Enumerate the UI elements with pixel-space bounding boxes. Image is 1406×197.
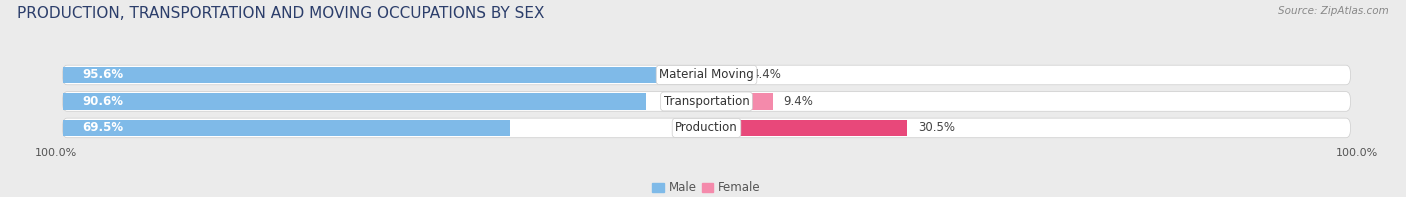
Bar	[63, 93, 645, 110]
Legend: Male, Female: Male, Female	[648, 177, 765, 197]
Text: PRODUCTION, TRANSPORTATION AND MOVING OCCUPATIONS BY SEX: PRODUCTION, TRANSPORTATION AND MOVING OC…	[17, 6, 544, 21]
Text: Source: ZipAtlas.com: Source: ZipAtlas.com	[1278, 6, 1389, 16]
Text: Production: Production	[675, 121, 738, 134]
Text: 69.5%: 69.5%	[82, 121, 124, 134]
Text: 9.4%: 9.4%	[783, 95, 813, 108]
Text: 95.6%: 95.6%	[82, 69, 124, 82]
FancyBboxPatch shape	[62, 118, 1351, 138]
FancyBboxPatch shape	[62, 92, 1351, 111]
Bar	[63, 67, 678, 83]
Bar	[63, 120, 510, 136]
Text: 30.5%: 30.5%	[918, 121, 955, 134]
Bar	[713, 120, 907, 136]
Bar	[713, 93, 773, 110]
Bar	[713, 67, 741, 83]
Text: 4.4%: 4.4%	[751, 69, 782, 82]
Text: 90.6%: 90.6%	[82, 95, 124, 108]
Text: Material Moving: Material Moving	[659, 69, 754, 82]
FancyBboxPatch shape	[62, 65, 1351, 85]
Text: Transportation: Transportation	[664, 95, 749, 108]
